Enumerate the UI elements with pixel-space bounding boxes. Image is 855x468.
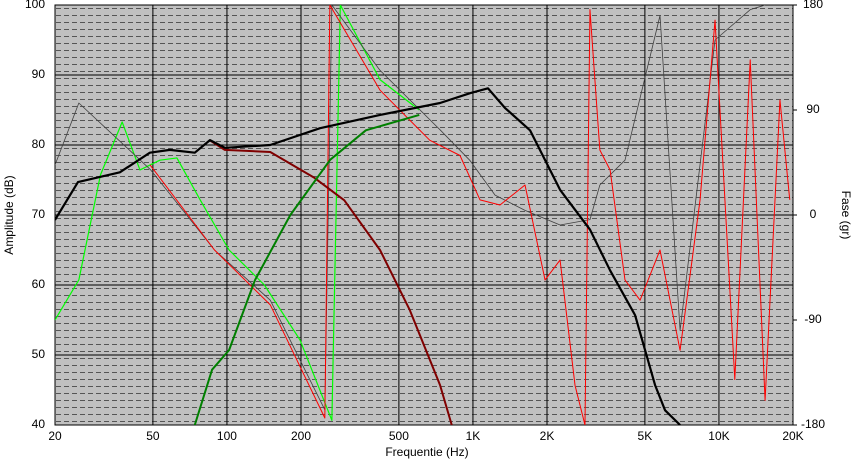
x-tick-label: 20 — [48, 429, 62, 443]
series-line — [55, 5, 766, 411]
series-line — [149, 5, 791, 425]
y-tick-label: 80 — [32, 137, 46, 151]
y-tick-label: 50 — [32, 347, 46, 361]
y-tick-label: 70 — [32, 207, 46, 221]
y-tick-label: 40 — [32, 417, 46, 431]
y2-tick-label: 0 — [810, 207, 817, 221]
plot-border — [54, 4, 794, 426]
y2-axis-label: Fase (gr) — [839, 191, 853, 240]
y-tick-label: 100 — [25, 0, 45, 11]
x-tick-label: 500 — [389, 429, 409, 443]
y2-tick-label: 90 — [806, 102, 820, 116]
series-line — [193, 113, 420, 425]
x-tick-label: 1K — [466, 429, 481, 443]
series-group — [55, 5, 791, 425]
x-tick-label: 100 — [217, 429, 237, 443]
x-tick-label: 200 — [291, 429, 311, 443]
x-tick-label: 50 — [146, 429, 160, 443]
y-axis-label: Amplitude (dB) — [2, 175, 16, 254]
y2-tick-label: 180 — [803, 0, 823, 11]
y2-tick-label: -90 — [804, 312, 822, 326]
x-tick-label: 20K — [782, 429, 803, 443]
y2-tick-label: -180 — [801, 417, 825, 431]
series-line — [55, 87, 681, 425]
y-tick-label: 90 — [32, 67, 46, 81]
x-tick-label: 2K — [540, 429, 555, 443]
x-axis-label: Frequentie (Hz) — [385, 445, 468, 459]
x-tick-label: 10K — [708, 429, 729, 443]
x-tick-label: 5K — [638, 429, 653, 443]
series-line — [55, 5, 420, 421]
series-line — [209, 139, 453, 425]
y-tick-label: 60 — [32, 277, 46, 291]
